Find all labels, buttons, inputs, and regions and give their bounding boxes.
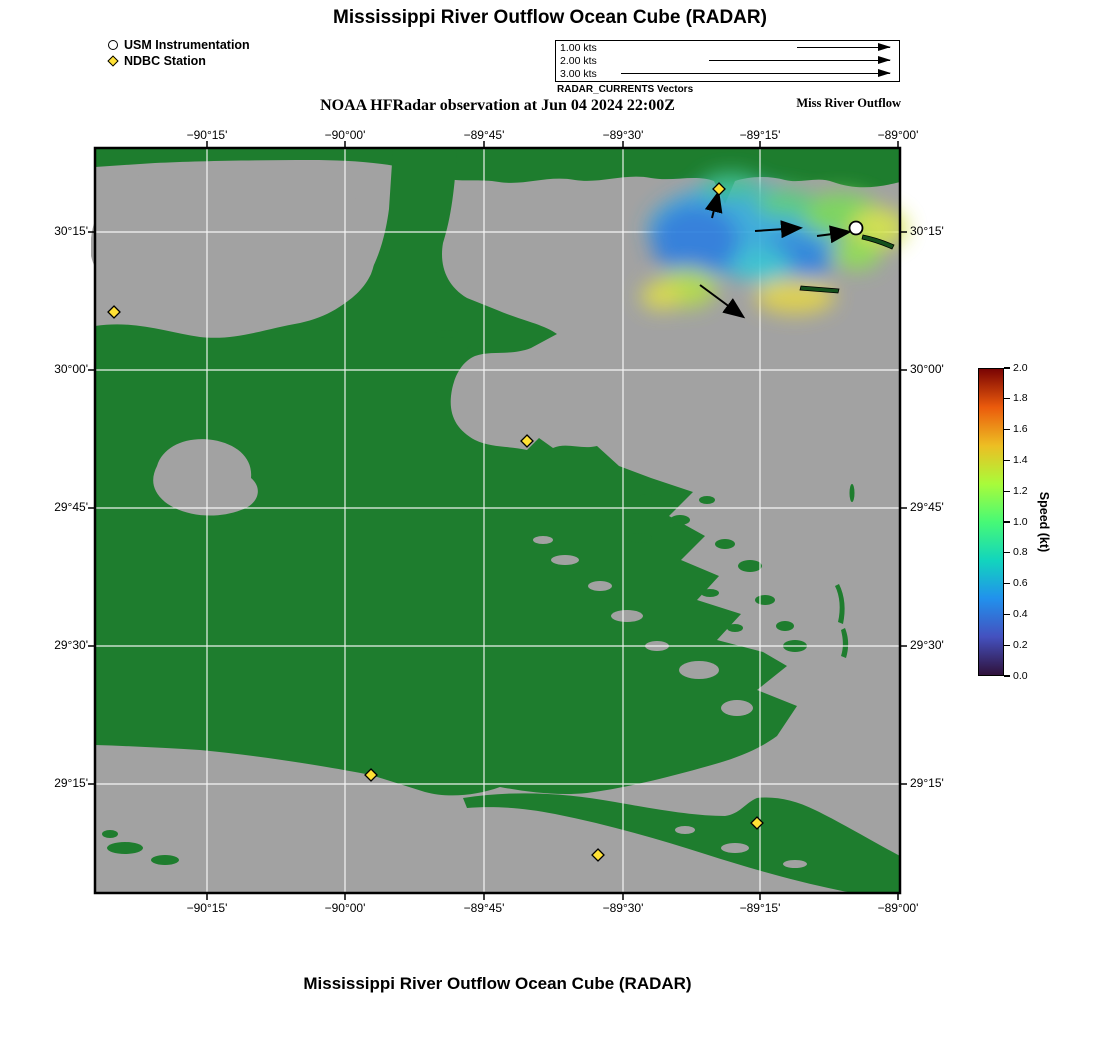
x-tick-label-bottom: −89°45' — [463, 901, 505, 915]
vector-scale-arrow-icon — [709, 55, 891, 64]
colorbar-tick-label: 0.2 — [1013, 638, 1028, 651]
colorbar-tick-label: 1.0 — [1013, 515, 1028, 528]
legend-label-ndbc: NDBC Station — [124, 53, 206, 68]
map-frame-border — [93, 146, 902, 895]
y-tick-label-left: 29°15' — [54, 776, 88, 790]
colorbar-tick — [1004, 582, 1010, 585]
colorbar-tick-label: 1.8 — [1013, 392, 1028, 405]
y-tick-label-right: 29°30' — [910, 638, 944, 652]
ndbc-station-marker — [520, 434, 534, 448]
colorbar-tick — [1004, 459, 1010, 462]
x-tick-label-top: −89°15' — [739, 128, 781, 142]
usm-instrumentation-marker — [848, 220, 864, 236]
y-tick-label-right: 30°15' — [910, 224, 944, 238]
vector-scale-legend: 1.00 kts 2.00 kts 3.00 kts — [555, 40, 900, 82]
radar-speed-field — [641, 173, 907, 314]
colorbar-tick — [1004, 428, 1010, 431]
colorbar-tick-label: 0.6 — [1013, 577, 1028, 590]
legend-item-ndbc: NDBC Station — [107, 53, 250, 68]
x-tick-label-top: −89°45' — [463, 128, 505, 142]
x-tick-label-top: −89°00' — [877, 128, 919, 142]
vector-scale-arrow-icon — [621, 68, 891, 77]
colorbar-tick — [1004, 552, 1010, 554]
y-tick-label-left: 29°45' — [54, 500, 88, 514]
y-tick-label-right: 29°45' — [910, 500, 944, 514]
colorbar-tick-label: 1.4 — [1013, 453, 1028, 466]
colorbar-tick-label: 1.6 — [1013, 423, 1028, 436]
speed-colorbar — [978, 368, 1004, 676]
x-tick-label-top: −90°15' — [186, 128, 228, 142]
colorbar-tick — [1004, 490, 1010, 492]
map-subtitle-right: Miss River Outflow — [796, 96, 901, 110]
current-vector-arrow — [816, 225, 852, 244]
ndbc-station-marker — [364, 768, 378, 782]
map-title: NOAA HFRadar observation at Jun 04 2024 … — [320, 97, 675, 114]
arrowhead-icon — [878, 68, 891, 77]
vector-scale-label: 1.00 kts — [560, 42, 597, 54]
map-svg — [88, 141, 907, 900]
arrowhead-icon — [878, 55, 891, 64]
current-vector-arrow — [754, 220, 803, 239]
y-tick-label-left: 30°15' — [54, 224, 88, 238]
colorbar-tick-label: 0.0 — [1013, 669, 1028, 682]
x-tick-label-top: −90°00' — [324, 128, 366, 142]
figure-caption-title: Mississippi River Outflow Ocean Cube (RA… — [303, 974, 692, 993]
legend-item-usm: USM Instrumentation — [108, 37, 250, 52]
x-tick-label-top: −89°30' — [602, 128, 644, 142]
x-tick-label-bottom: −89°15' — [739, 901, 781, 915]
ndbc-station-marker — [591, 848, 605, 862]
y-tick-label-right: 29°15' — [910, 776, 944, 790]
current-vector-arrow — [699, 284, 746, 319]
map-canvas — [88, 141, 907, 900]
x-tick-label-bottom: −90°00' — [324, 901, 366, 915]
vector-scale-label: 2.00 kts — [560, 55, 597, 67]
colorbar-tick — [1004, 644, 1010, 646]
colorbar-tick-label: 1.2 — [1013, 484, 1028, 497]
frame-ticks — [88, 141, 907, 900]
barrier-islands — [799, 234, 895, 294]
colorbar-tick — [1004, 675, 1010, 677]
vector-scale-caption: RADAR_CURRENTS Vectors — [557, 84, 694, 95]
ndbc-station-marker — [750, 816, 764, 830]
colorbar-tick-label: 2.0 — [1013, 361, 1028, 374]
colorbar-tick-label: 0.8 — [1013, 546, 1028, 559]
y-tick-label-right: 30°00' — [910, 362, 944, 376]
legend-label-usm: USM Instrumentation — [124, 37, 250, 52]
vector-scale-row: 3.00 kts — [556, 68, 899, 81]
colorbar-tick — [1004, 521, 1010, 523]
page-title: Mississippi River Outflow Ocean Cube (RA… — [333, 7, 767, 28]
vector-scale-arrow-icon — [797, 42, 891, 51]
arrowhead-icon — [878, 42, 891, 51]
lakes — [91, 165, 807, 868]
x-tick-label-bottom: −90°15' — [186, 901, 228, 915]
x-tick-label-bottom: −89°00' — [877, 901, 919, 915]
ndbc-diamond-icon — [107, 54, 119, 67]
y-tick-label-left: 30°00' — [54, 362, 88, 376]
colorbar-tick — [1004, 398, 1010, 400]
marker-legend: USM Instrumentation NDBC Station — [107, 37, 250, 69]
usm-circle-icon — [108, 39, 118, 50]
x-tick-label-bottom: −89°30' — [602, 901, 644, 915]
vector-scale-row: 2.00 kts — [556, 55, 899, 68]
land-masses — [95, 148, 900, 893]
vector-scale-label: 3.00 kts — [560, 68, 597, 80]
ndbc-station-marker — [712, 182, 726, 196]
colorbar-tick — [1004, 613, 1010, 616]
ndbc-station-marker — [107, 305, 121, 319]
stations-and-vectors-layer — [107, 182, 864, 862]
colorbar-tick — [1004, 367, 1010, 369]
colorbar-tick-label: 0.4 — [1013, 607, 1028, 620]
current-vector-arrow — [704, 190, 723, 219]
vector-scale-row: 1.00 kts — [556, 42, 899, 55]
y-tick-label-left: 29°30' — [54, 638, 88, 652]
